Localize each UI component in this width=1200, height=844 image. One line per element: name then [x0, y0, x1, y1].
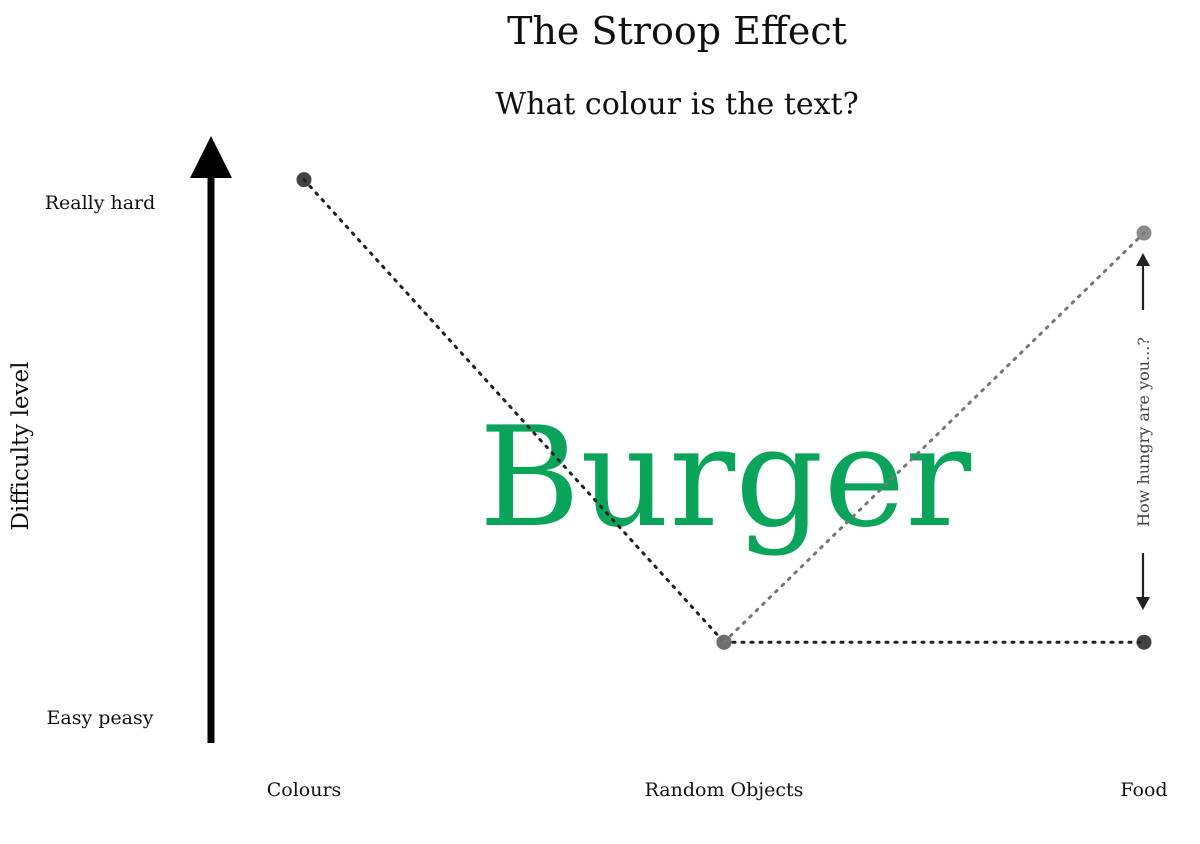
x-tick-label: Random Objects [645, 779, 804, 801]
series-2-point [1136, 225, 1152, 241]
hunger-arrowhead-up [1136, 253, 1150, 266]
y-axis-label: Difficulty level [8, 361, 34, 530]
series-1-point [296, 172, 312, 188]
chart-title: The Stroop Effect [507, 9, 847, 53]
series-2-segment [722, 231, 1146, 644]
y-tick-high: Really hard [45, 192, 156, 214]
hunger-annotation: How hungry are you...? [1134, 253, 1153, 610]
x-tick-label: Colours [267, 779, 342, 801]
x-tick-label: Food [1120, 779, 1167, 801]
hunger-arrowhead-down [1136, 597, 1150, 610]
y-tick-low: Easy peasy [47, 707, 154, 729]
series-1-segment [302, 178, 726, 644]
series-2-point [716, 634, 732, 650]
stroop-word: Burger [479, 397, 971, 558]
series-layer [296, 172, 1152, 650]
x-tick-layer: Colours Random Objects Food [267, 779, 1168, 801]
series-1-point [1136, 634, 1152, 650]
hunger-note: How hungry are you...? [1134, 337, 1153, 527]
chart-subtitle: What colour is the text? [495, 87, 858, 122]
